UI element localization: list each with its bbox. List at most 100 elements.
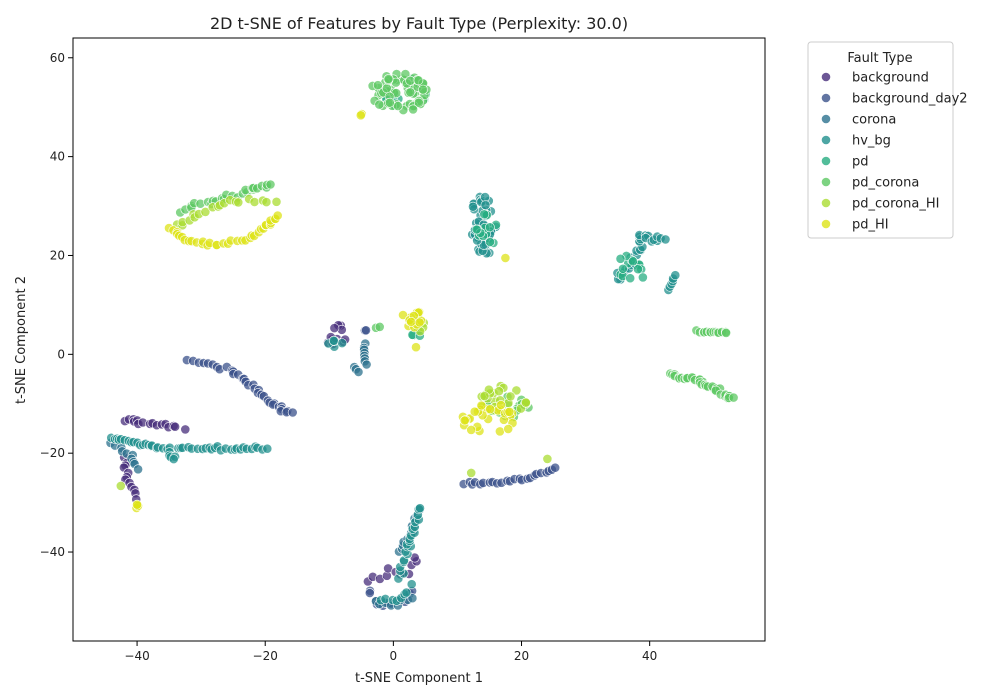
y-axis: −40 −20 0 20 40 60 [40, 51, 73, 559]
y-tick-label: −20 [40, 446, 65, 460]
data-point [364, 588, 375, 598]
legend-marker [821, 93, 831, 103]
data-point [550, 462, 561, 473]
legend-label: pd_corona_HI [852, 197, 939, 212]
data-point [261, 197, 272, 207]
data-point [633, 264, 643, 275]
data-point [625, 273, 636, 284]
data-point [372, 80, 383, 91]
data-point [494, 426, 505, 437]
data-point [133, 464, 143, 475]
data-point [200, 206, 211, 217]
data-point [466, 424, 477, 435]
y-tick-label: 40 [50, 150, 65, 164]
data-point [361, 325, 371, 336]
data-point [494, 386, 504, 397]
data-point [615, 253, 626, 264]
x-axis-label: t-SNE Component 1 [355, 671, 483, 686]
x-tick-label: 20 [514, 649, 529, 663]
data-point [406, 579, 417, 590]
legend: Fault Type background background_day2coro… [807, 41, 968, 239]
legend-item-pd: pd [821, 155, 869, 170]
legend-marker [821, 156, 831, 166]
legend-item-hv-bg: hv_bg [821, 134, 891, 149]
x-tick-label: 0 [390, 649, 398, 663]
data-point [505, 391, 516, 402]
data-point [355, 110, 366, 121]
data-point [374, 321, 385, 332]
data-point [271, 196, 282, 207]
data-point [406, 316, 416, 327]
x-tick-label: 40 [642, 649, 657, 663]
legend-label: hv_bg [852, 134, 891, 149]
x-tick-label: −20 [253, 649, 278, 663]
legend-item-pd-corona-HI: pd_corona_HI [821, 197, 939, 212]
data-point [381, 83, 392, 94]
data-point [485, 404, 496, 415]
data-point [728, 392, 739, 403]
data-point [398, 310, 408, 320]
data-point [520, 397, 531, 408]
data-point [170, 421, 180, 432]
legend-item-pd-corona: pd_corona [821, 176, 919, 191]
data-point [511, 385, 522, 396]
data-point [542, 453, 553, 464]
legend-marker [821, 114, 831, 124]
series-pd-HI [131, 109, 518, 513]
data-point [480, 200, 491, 210]
legend-box [807, 41, 954, 239]
legend-label: pd_corona [852, 176, 919, 191]
y-axis-label: t-SNE Component 2 [14, 276, 29, 404]
data-point [476, 400, 487, 411]
legend-marker [821, 135, 831, 145]
data-point [413, 75, 424, 86]
data-point [115, 480, 126, 491]
y-tick-label: −40 [40, 545, 65, 559]
data-point [411, 342, 421, 353]
data-point [328, 335, 339, 346]
data-point [353, 367, 364, 377]
legend-item-background: background [821, 71, 929, 86]
data-point [479, 391, 490, 401]
data-point [374, 99, 385, 110]
data-point [287, 407, 298, 418]
data-point [418, 84, 428, 95]
data-point [405, 75, 416, 86]
data-point [405, 87, 416, 98]
x-axis: −40 −20 0 20 40 [124, 641, 657, 663]
data-point [660, 234, 671, 245]
data-point [495, 400, 506, 410]
legend-marker [821, 219, 831, 229]
data-point [466, 467, 477, 478]
data-point [180, 424, 191, 435]
data-point [272, 210, 283, 221]
data-point [628, 256, 638, 267]
data-point [249, 197, 260, 207]
data-point [413, 97, 424, 108]
data-point [329, 323, 340, 333]
legend-label: background [852, 71, 929, 86]
legend-label: background_day2 [852, 92, 968, 107]
data-point [361, 359, 372, 370]
points-layer [105, 69, 739, 611]
data-point [415, 503, 425, 514]
legend-title: Fault Type [847, 51, 912, 66]
data-point [414, 317, 425, 328]
legend-item-pd-HI: pd_HI [821, 218, 889, 233]
data-point [503, 424, 514, 434]
legend-marker [821, 198, 831, 208]
legend-item-corona: corona [821, 113, 896, 128]
data-point [504, 406, 515, 417]
data-point [638, 272, 648, 283]
y-tick-label: 60 [50, 51, 65, 65]
data-point [484, 222, 495, 233]
x-tick-label: −40 [124, 649, 149, 663]
data-point [721, 327, 731, 338]
data-point [479, 209, 490, 220]
y-tick-label: 20 [50, 248, 65, 262]
data-point [469, 406, 480, 417]
data-point [233, 197, 244, 208]
chart-title: 2D t-SNE of Features by Fault Type (Perp… [210, 14, 628, 33]
data-point [168, 454, 179, 464]
